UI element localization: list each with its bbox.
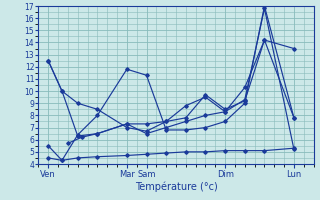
X-axis label: Température (°c): Température (°c): [135, 181, 217, 192]
